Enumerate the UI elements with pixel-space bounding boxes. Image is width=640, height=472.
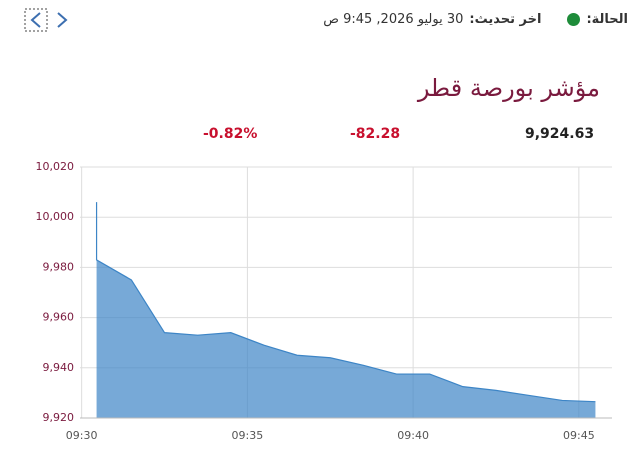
next-arrow[interactable] bbox=[57, 12, 68, 28]
y-tick-label: 10,020 bbox=[36, 160, 75, 173]
prev-button[interactable] bbox=[24, 8, 48, 32]
y-tick-label: 9,920 bbox=[43, 411, 75, 424]
y-tick-label: 10,000 bbox=[36, 210, 75, 223]
index-change: -82.28 bbox=[350, 126, 401, 142]
index-change-percent: -0.82% bbox=[203, 126, 258, 142]
x-tick-label: 09:45 bbox=[563, 429, 595, 442]
y-tick-label: 9,940 bbox=[43, 361, 75, 374]
status-dot bbox=[567, 13, 581, 26]
area-line bbox=[95, 202, 596, 403]
index-title: مؤشر بورصة قطر bbox=[417, 74, 600, 102]
area-fill bbox=[96, 202, 596, 418]
update-label: اخر تحديث: bbox=[469, 12, 542, 27]
update-value: 30 يوليو 2026, 9:45 ص bbox=[323, 12, 464, 27]
nav bbox=[24, 8, 68, 32]
status-bar: الحالة: اخر تحديث: 30 يوليو 2026, 9:45 ص bbox=[323, 12, 628, 27]
prev-arrow[interactable] bbox=[30, 12, 41, 28]
index-value: 9,924.63 bbox=[525, 126, 595, 142]
x-tick-label: 09:35 bbox=[232, 429, 264, 442]
y-tick-label: 9,960 bbox=[43, 311, 75, 324]
x-tick-label: 09:40 bbox=[397, 429, 429, 442]
y-tick-label: 9,980 bbox=[43, 260, 75, 273]
x-tick-label: 09:30 bbox=[66, 429, 98, 442]
status-label: الحالة: bbox=[586, 12, 628, 27]
